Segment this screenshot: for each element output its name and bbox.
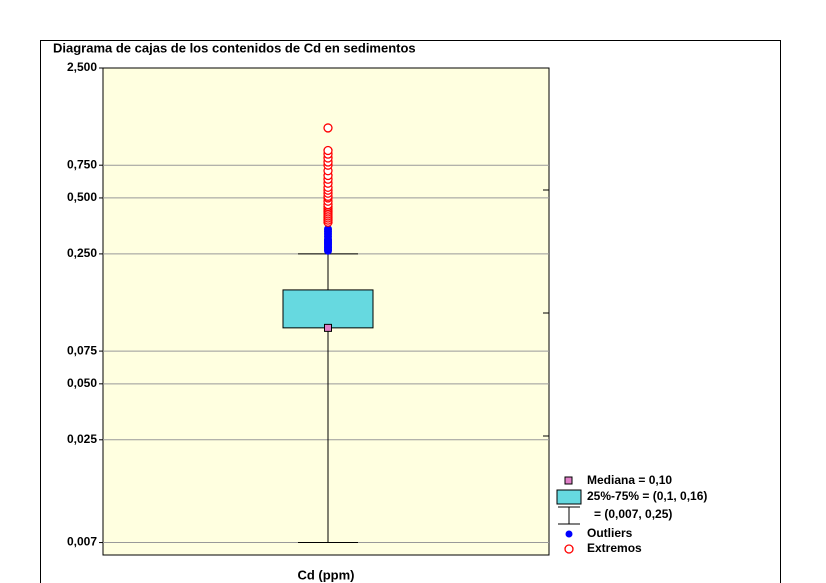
legend-median xyxy=(564,476,573,485)
box xyxy=(282,289,374,329)
y-tick-label: 0,007 xyxy=(67,535,97,549)
chart-title: Diagrama de cajas de los contenidos de C… xyxy=(53,40,416,55)
legend-label: 25%-75% = (0,1, 0,16) xyxy=(587,489,707,503)
y-tick-label: 2,500 xyxy=(67,60,97,74)
outlier xyxy=(324,225,332,234)
legend-label: Mediana = 0,10 xyxy=(587,473,672,487)
y-tick-label: 0,500 xyxy=(67,190,97,204)
legend-box xyxy=(556,489,582,505)
x-axis-label: Cd (ppm) xyxy=(297,567,354,582)
y-tick-label: 0,075 xyxy=(67,343,97,357)
legend-label: = (0,007, 0,25) xyxy=(594,507,672,521)
y-tick-label: 0,250 xyxy=(67,246,97,260)
median xyxy=(324,323,332,332)
extreme xyxy=(323,123,333,133)
y-tick-label: 0,750 xyxy=(67,157,97,171)
extreme xyxy=(323,145,333,156)
y-tick-label: 0,025 xyxy=(67,432,97,446)
legend-outlier xyxy=(565,530,573,538)
legend-extreme xyxy=(564,544,574,554)
legend-label: Outliers xyxy=(587,526,633,540)
y-tick-label: 0,050 xyxy=(67,376,97,390)
legend-label: Extremos xyxy=(587,541,642,555)
